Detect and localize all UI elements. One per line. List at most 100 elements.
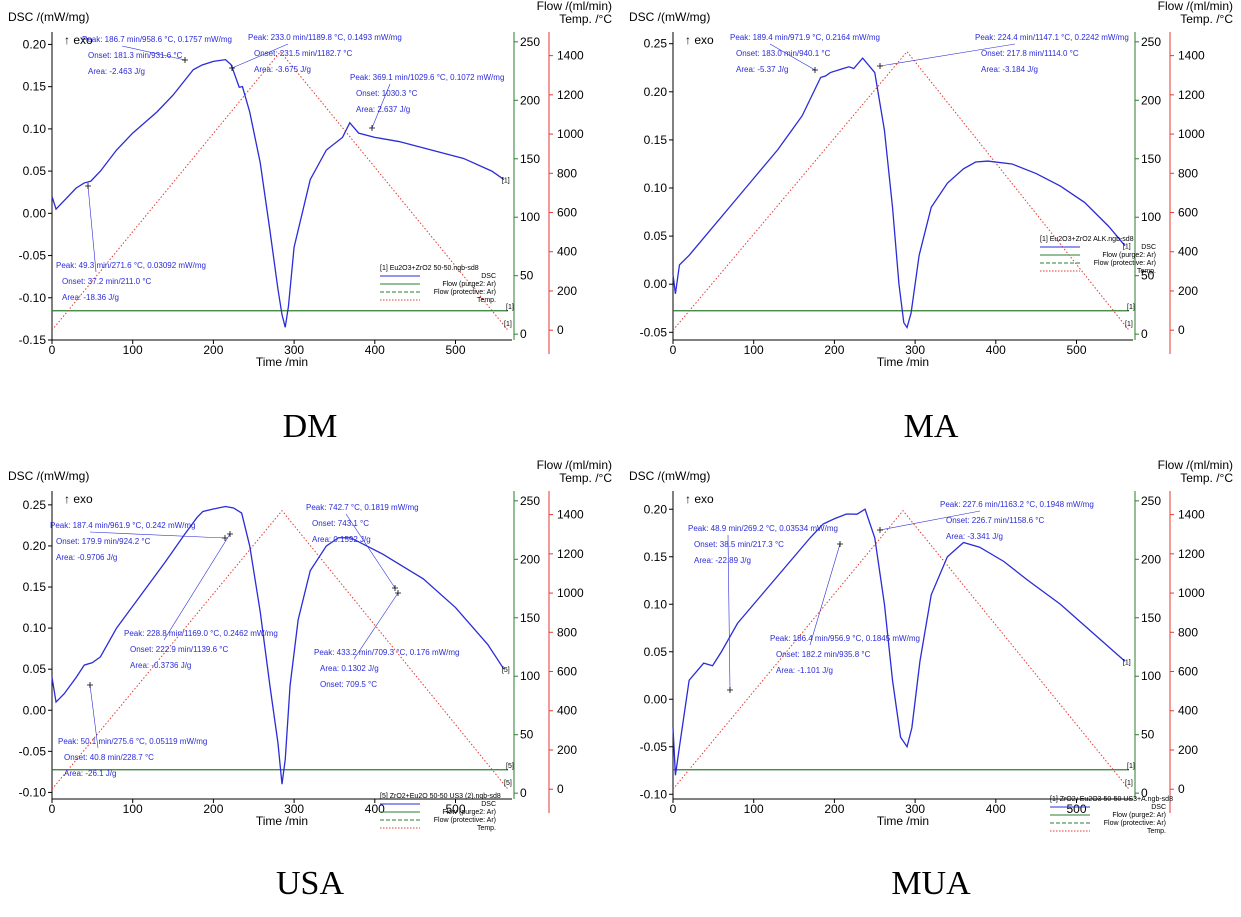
dsc-series-line [672,57,1126,330]
annotation-text: Area: -0.3736 J/g [130,661,191,670]
legend-entry: Temp. [477,825,496,832]
dsc-tick-label: -0.05 [640,740,668,754]
temp-tick-label: 1400 [1178,49,1205,63]
legend-entry: Temp. [1147,828,1166,835]
peak-cross-marker [727,687,733,693]
annotation-text: Onset: 743.1 °C [312,519,369,528]
exo-label: ↑ exo [64,33,93,47]
legend-entry: DSC [1151,804,1166,811]
annotation-text: Peak: 228.8 min/1169.0 °C, 0.2462 mW/mg [124,629,278,638]
annotation-text: Area: -18.36 J/g [62,293,119,302]
temp-tick-label: 600 [1178,665,1198,679]
temp-tick-label: 0 [1178,323,1185,337]
temp-tick-label: 1000 [557,127,584,141]
dsc-chart-dm: DSC /(mW/mg) ↑ exo Flow /(ml/min)Temp. /°C… [8,0,612,369]
flow-axis-title: Flow /(ml/min) [1158,0,1233,13]
annotation-leader-line [353,592,399,660]
dsc-tick-label: 0.15 [644,550,668,564]
annotation-leader-line [87,185,97,273]
time-tick-label: 500 [445,802,465,816]
time-tick-label: 0 [670,343,677,357]
dsc-chart-usa: DSC /(mW/mg) ↑ exo Flow /(ml/min)Temp. /°C… [8,459,612,832]
peak-cross-marker [227,531,233,537]
flow-tick-label: 200 [520,552,540,566]
annotation-text: Peak: 233.0 min/1189.8 °C, 0.1493 mW/mg [248,33,402,42]
annotation-leader-line [121,45,186,61]
dsc-tick-label: 0.10 [23,122,47,136]
dsc-end-marker: [5] [502,667,510,674]
time-tick-label: 400 [986,802,1006,816]
dsc-tick-label: 0.25 [644,37,668,51]
dsc-series-line [51,58,505,328]
dsc-tick-label: 0.10 [23,621,47,635]
temp-tick-label: 1400 [1178,508,1205,522]
temp-tick-label: 0 [557,323,564,337]
temp-tick-label: 1200 [557,547,584,561]
temp-axis-title: Temp. /°C [559,12,612,26]
flow-tick-label: 150 [520,611,540,625]
time-axis-title: Time /min [256,355,308,369]
flow-axis-title: Flow /(ml/min) [1158,459,1233,472]
chart-caption-usa: USA [275,865,345,902]
chart-caption-dm: DM [282,408,338,445]
annotation-text: Peak: 186.4 min/956.9 °C, 0.1845 mW/mg [770,634,920,643]
annotation-text: Peak: 189.4 min/971.9 °C, 0.2164 mW/mg [730,33,880,42]
annotation-text: Onset: 709.5 °C [320,680,377,689]
peak-cross-marker [369,125,375,131]
dsc-tick-label: 0.00 [23,703,47,717]
dsc-tick-label: -0.05 [640,325,668,339]
temp-tick-label: 800 [1178,166,1198,180]
legend-entry: DSC [481,801,496,808]
legend-file-name: [1] Eu2O3+ZrO2 ALK.ngb-sd8 [1040,236,1134,243]
peak-cross-marker [222,535,228,541]
legend-entry: Flow (purge2: Ar) [442,281,496,288]
flow-tick-label: 150 [1141,611,1161,625]
flow-tick-label: 0 [1141,327,1148,341]
flow-tick-label: 250 [520,35,540,49]
dsc-tick-label: 0.15 [23,80,47,94]
peak-cross-marker [229,65,235,71]
temp-series-line [51,509,509,790]
flow-tick-label: 0 [520,327,527,341]
dsc-tick-label: 0.25 [23,498,47,512]
temp-axis-title: Temp. /°C [1180,471,1233,485]
flow-tick-label: 100 [520,210,540,224]
dsc-tick-label: 0.05 [644,229,668,243]
peak-annotation: Peak: 49.3 min/271.6 °C, 0.03092 mW/mg On… [56,183,206,302]
flow-tick-label: 200 [520,93,540,107]
legend-entry: DSC [1141,244,1156,251]
annotation-text: Onset: 217.8 min/1114.0 °C [981,49,1079,58]
flow-axis-title: Flow /(ml/min) [537,459,612,472]
peak-annotation: Peak: 224.4 min/1147.1 °C, 0.2242 mW/mg O… [877,33,1129,74]
annotation-text: Onset: 183.0 min/940.1 °C [736,49,831,58]
peak-cross-marker [877,63,883,69]
legend-entry: Flow (protective: Ar) [434,289,496,296]
time-tick-label: 200 [824,802,844,816]
time-tick-label: 200 [203,802,223,816]
temp-tick-label: 600 [557,206,577,220]
dsc-tick-label: 0.15 [644,133,668,147]
peak-annotation: Peak: 742.7 °C, 0.1819 mW/mg Onset: 743.1… [306,503,419,591]
annotation-text: Peak: 186.7 min/958.6 °C, 0.1757 mW/mg [82,35,232,44]
peak-cross-marker [395,590,401,596]
dsc-tick-label: 0.10 [644,597,668,611]
legend-entry: Flow (purge2: Ar) [1102,252,1156,259]
chart-panel-usa: DSC /(mW/mg) ↑ exo Flow /(ml/min) Temp. /°C… [0,459,620,917]
flow-tick-label: 250 [1141,35,1161,49]
peak-cross-marker [85,183,91,189]
dsc-axis-title: DSC /(mW/mg) [8,469,89,483]
flow-tick-label: 100 [1141,210,1161,224]
annotation-text: Peak: 50.1 min/275.6 °C, 0.05119 mW/mg [58,737,207,746]
annotation-text: Peak: 227.6 min/1163.2 °C, 0.1948 mW/mg [940,500,1094,509]
flow-tick-label: 50 [520,728,534,742]
annotation-text: Peak: 187.4 min/961.9 °C, 0.242 mW/mg [50,521,196,530]
flow-tick-label: 0 [1141,786,1148,800]
flow-axis-title: Flow /(ml/min) [537,0,612,13]
temp-tick-label: 1200 [557,88,584,102]
annotation-leader-line [879,510,981,531]
temp-tick-label: 200 [1178,284,1198,298]
peak-cross-marker [812,67,818,73]
temp-tick-label: 1200 [1178,547,1205,561]
time-tick-label: 300 [905,343,925,357]
